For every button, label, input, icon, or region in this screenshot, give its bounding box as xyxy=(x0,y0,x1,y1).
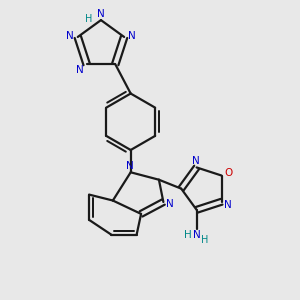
Text: N: N xyxy=(97,9,105,19)
Text: N: N xyxy=(193,230,200,240)
Text: N: N xyxy=(67,31,74,41)
Text: N: N xyxy=(128,31,135,41)
Text: H: H xyxy=(85,14,93,24)
Text: N: N xyxy=(166,200,174,209)
Text: N: N xyxy=(126,161,134,171)
Text: N: N xyxy=(76,64,84,75)
Text: H: H xyxy=(184,230,192,240)
Text: N: N xyxy=(191,156,199,166)
Text: H: H xyxy=(201,236,208,245)
Text: O: O xyxy=(224,168,232,178)
Text: N: N xyxy=(224,200,232,210)
